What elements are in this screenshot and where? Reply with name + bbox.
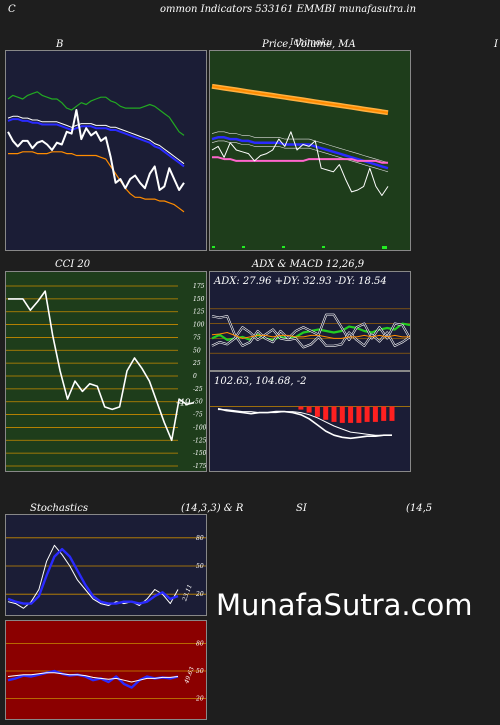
cci-tick-label: -175 [193, 463, 206, 470]
bb-upper-line [7, 91, 185, 136]
stoch-d-line [7, 547, 179, 605]
price-long-ma-line [211, 85, 389, 114]
cci-chart: 175 150 125 100 75 50 25 0 -25 -50 -75 -100 -125 -150… [6, 283, 206, 470]
bb-middle-line [7, 118, 185, 168]
price-ichimoku-line-b [211, 140, 389, 173]
macd-signal-line [218, 409, 392, 436]
cci-tick-label: -50 [193, 399, 203, 406]
volume-bar [382, 246, 387, 249]
cci-tick-label: -150 [193, 450, 206, 457]
cci-panel: 175 150 125 100 75 50 25 0 -25 -50 -75 -100 -125 -150… [5, 271, 207, 472]
stochastics-title: Stochastics [30, 503, 88, 514]
rsi-main-line [7, 669, 179, 689]
adx-macd-title: ADX & MACD 12,26,9 [252, 259, 365, 270]
volume-bar [212, 246, 215, 248]
cci-tick-label: 25 [192, 360, 201, 367]
cci-tick-label: -125 [193, 437, 206, 444]
bb-middle-outline [7, 115, 185, 165]
price-chart [211, 83, 389, 249]
stoch-last-value: 23.11 [181, 584, 194, 603]
macd-histogram-bar [381, 406, 387, 421]
rsi-panel: 80 50 20 49.63 [5, 620, 207, 720]
stoch-tick-label: 50 [196, 563, 204, 570]
volume-bar [242, 246, 245, 248]
cci-tick-label: -25 [193, 386, 203, 393]
stochastics-params: (14,3,3) & R [181, 503, 244, 514]
macd-histogram-bar [298, 406, 304, 410]
bollinger-panel [5, 50, 207, 251]
cci-tick-label: -75 [193, 412, 203, 419]
macd-histogram-bar [372, 406, 378, 422]
macd-histogram-bar [314, 406, 320, 417]
cci-tick-label: -100 [193, 424, 206, 431]
macd-histogram-bar [323, 406, 329, 420]
cci-tick-label: 50 [193, 347, 201, 354]
price-ichimoku-line-a [211, 131, 389, 163]
macd-histogram-bar [348, 406, 354, 423]
macd-panel: 102.63, 104.68, -2 [209, 371, 411, 472]
header-left-letter: C [8, 4, 16, 15]
stochastics-panel: 80 50 20 23.11 [5, 514, 207, 616]
macd-histogram-bar [339, 406, 345, 423]
macd-histogram-bar [356, 406, 362, 423]
rsi-tick-label: 80 [196, 640, 204, 647]
macd-readout: 102.63, 104.68, -2 [214, 376, 307, 387]
rsi-last-value: 49.63 [183, 666, 196, 686]
macd-histogram-bar [306, 406, 312, 413]
right-edge-letter: I [494, 39, 498, 50]
adx-readout: ADX: 27.96 +DY: 32.93 -DY: 18.54 [214, 276, 387, 287]
volume-bar [282, 246, 285, 248]
cci-tick-label: 175 [193, 283, 205, 290]
adx-trend-line [211, 332, 410, 339]
cci-title: CCI 20 [55, 259, 91, 270]
rsi-params: (14,5 [406, 503, 433, 514]
volume-bar [322, 246, 325, 248]
cci-tick-label: 125 [193, 309, 205, 316]
macd-histogram-bar [331, 406, 337, 422]
cci-tick-label: 75 [193, 334, 201, 341]
cci-last-value: -49 [176, 399, 191, 409]
bb-lower-line [8, 151, 185, 213]
cci-tick-label: 0 [193, 373, 197, 380]
bollinger-chart [7, 91, 185, 213]
macd-chart [210, 406, 410, 440]
bollinger-title: B [56, 39, 64, 50]
price-panel [209, 50, 411, 251]
adx-minusDY-line [211, 326, 410, 348]
stoch-k-line [7, 544, 179, 609]
adx-panel: ADX: 27.96 +DY: 32.93 -DY: 18.54 [209, 271, 411, 371]
price-overlay-label: Ichimoku [290, 38, 333, 48]
adx-plusDY-line [211, 314, 410, 347]
cci-tick-label: 150 [193, 296, 205, 303]
rsi-title: SI [296, 503, 307, 514]
macd-histogram-bar [364, 406, 370, 422]
watermark: MunafaSutra.com [216, 588, 473, 622]
stoch-tick-label: 80 [196, 535, 204, 542]
adx-chart [210, 308, 410, 354]
rsi-tick-label: 50 [196, 668, 204, 675]
price-ma-pink-line [212, 156, 388, 164]
macd-macd-line [217, 407, 392, 440]
price-ma-blue-line [211, 136, 389, 170]
page-title: ommon Indicators 533161 EMMBI munafasutr… [160, 4, 417, 15]
rsi-smooth-line [7, 672, 179, 683]
stoch-tick-label: 20 [195, 591, 204, 598]
rsi-chart: 80 50 20 49.63 [6, 640, 206, 703]
rsi-tick-label: 20 [195, 696, 204, 703]
price-title: Price, Volume, MA [262, 39, 356, 50]
cci-line [8, 290, 195, 442]
price-close-line [211, 131, 389, 196]
cci-tick-label: 100 [193, 322, 205, 329]
macd-histogram-bar [389, 406, 395, 421]
bb-price-line [7, 109, 185, 191]
